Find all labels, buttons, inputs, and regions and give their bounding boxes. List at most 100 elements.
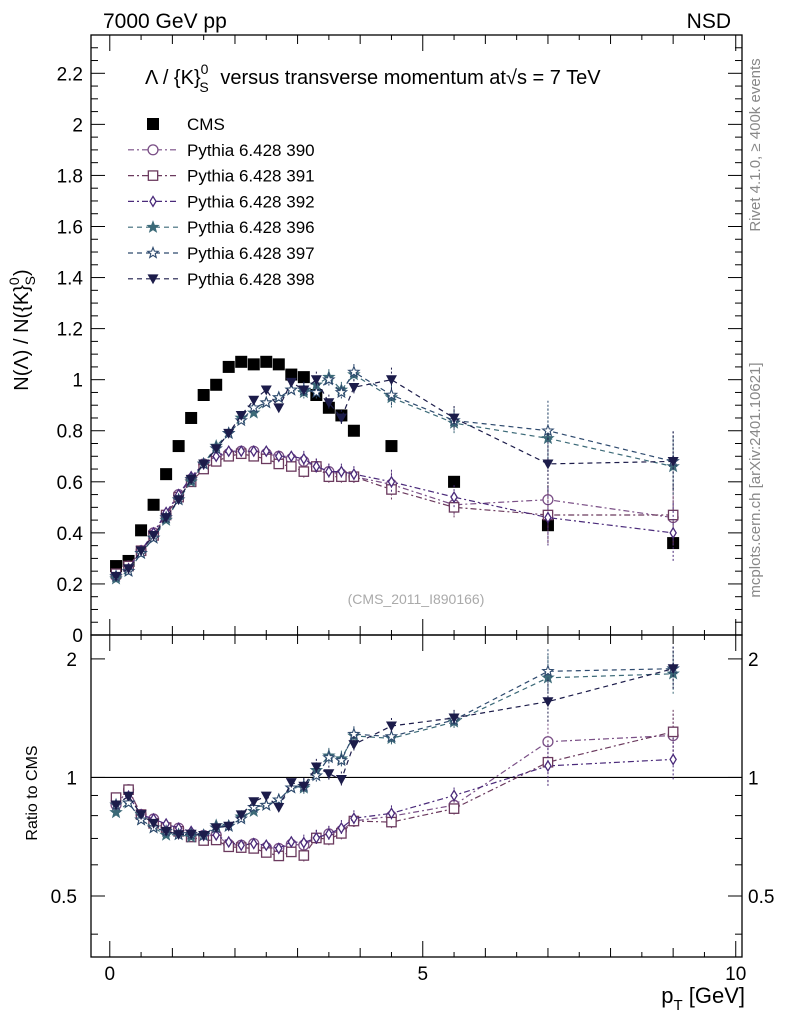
data-point xyxy=(259,395,273,409)
ratio-point xyxy=(385,721,397,732)
ratio-point xyxy=(260,791,272,802)
main-y-tick-label: 0.6 xyxy=(57,473,83,494)
ratio-point xyxy=(669,753,677,766)
data-point xyxy=(348,382,360,393)
ratio-y-tick-label: 0.5 xyxy=(51,887,77,908)
data-point xyxy=(347,424,360,437)
data-point xyxy=(160,468,173,481)
ratio-point xyxy=(285,846,297,858)
chart-title-sqrt: s xyxy=(517,67,527,89)
data-point xyxy=(135,546,147,557)
ratio-point xyxy=(262,839,271,852)
ratio-y-tick-label-right: 1 xyxy=(748,768,759,789)
data-point xyxy=(223,428,235,439)
data-point xyxy=(312,460,321,473)
ratio-y-axis-label: Ratio to CMS xyxy=(24,745,41,840)
ratio-point xyxy=(300,836,308,849)
legend-marker xyxy=(147,274,159,285)
main-y-tick-label: 2.2 xyxy=(57,64,83,85)
data-point xyxy=(448,502,460,513)
series-pythia-6-428-392 xyxy=(112,444,677,583)
legend-label: Pythia 6.428 397 xyxy=(187,244,315,263)
data-point xyxy=(262,444,271,458)
ratio-point xyxy=(667,726,679,738)
data-point xyxy=(247,400,261,414)
legend-entry: Pythia 6.428 391 xyxy=(128,167,315,186)
ratio-line xyxy=(115,731,674,857)
legend-entry: CMS xyxy=(147,115,225,134)
ratio-point xyxy=(123,791,135,802)
ratio-y-ticks: 0.5 0.5 1 1 2 2 xyxy=(51,650,774,935)
data-point xyxy=(237,444,246,458)
legend-entry: Pythia 6.428 397 xyxy=(128,244,315,263)
ratio-point xyxy=(334,753,349,767)
series-pythia-6-428-391 xyxy=(110,448,679,580)
ratio-point xyxy=(223,821,235,832)
ratio-line xyxy=(115,758,674,850)
data-point xyxy=(247,405,261,419)
data-point xyxy=(325,465,333,478)
data-point xyxy=(185,474,197,485)
data-point xyxy=(148,531,160,541)
ratio-point xyxy=(348,740,360,750)
main-y-tick-label: 2 xyxy=(72,115,83,136)
x-ticks: 0 5 10 xyxy=(104,35,746,985)
data-point xyxy=(385,375,397,386)
ratio-point xyxy=(312,831,321,845)
legend-marker xyxy=(149,195,157,208)
ratio-point xyxy=(275,842,283,855)
data-point xyxy=(385,440,398,453)
chart-title-text: versus transverse momentum at xyxy=(220,67,506,89)
header-left-label: 7000 GeV pp xyxy=(103,10,227,33)
data-point xyxy=(275,450,283,463)
legend-label: CMS xyxy=(187,115,225,134)
series-pythia-6-428-390 xyxy=(110,445,679,582)
ratio-point xyxy=(287,835,296,849)
ratio-point xyxy=(185,829,197,840)
legend-marker xyxy=(146,220,160,233)
x-tick-label: 5 xyxy=(417,964,428,985)
data-point xyxy=(222,360,235,373)
series-pythia-6-428-398 xyxy=(110,367,679,582)
ratio-point xyxy=(224,835,233,849)
ratio-point xyxy=(235,810,247,821)
data-point xyxy=(309,385,324,399)
data-point xyxy=(160,513,172,524)
legend-marker xyxy=(147,170,159,181)
legend-marker xyxy=(147,144,159,156)
ratio-series-pythia-6-428-392 xyxy=(112,737,677,855)
legend-label: Pythia 6.428 398 xyxy=(187,270,315,289)
ratio-point xyxy=(384,729,399,743)
legend-marker xyxy=(147,118,159,130)
legend-entry: Pythia 6.428 390 xyxy=(128,141,315,160)
ratio-point xyxy=(160,826,172,837)
data-point xyxy=(337,465,346,478)
legend: CMS Pythia 6.428 390 Pythia 6.428 391 Pythi… xyxy=(128,115,315,289)
main-y-ticks: 0 0.2 0.4 0.6 0.8 1 1.2 1.4 1.6 1.8 2 2.2 xyxy=(57,47,742,647)
ratio-point xyxy=(109,805,123,819)
main-y-tick-label: 1 xyxy=(72,371,83,392)
legend-entry: Pythia 6.428 392 xyxy=(128,192,315,211)
data-point xyxy=(212,450,220,463)
data-point xyxy=(448,413,460,424)
ratio-point xyxy=(273,802,285,813)
chart-title-sub: S xyxy=(199,79,208,95)
data-point xyxy=(450,490,458,504)
legend-label: Pythia 6.428 396 xyxy=(187,218,315,237)
ratio-point xyxy=(450,789,458,802)
ratio-point xyxy=(210,823,222,834)
ratio-line xyxy=(115,668,674,837)
ratio-point xyxy=(198,830,210,841)
data-point xyxy=(347,364,361,378)
data-point xyxy=(669,526,677,540)
data-point xyxy=(272,390,286,404)
header-right-label: NSD xyxy=(687,10,731,33)
ratio-point xyxy=(335,775,347,785)
data-point xyxy=(287,450,296,463)
legend-label: Pythia 6.428 390 xyxy=(187,141,315,160)
ratio-point xyxy=(249,837,258,850)
ratio-series-group xyxy=(109,646,680,864)
data-point xyxy=(249,444,258,458)
x-tick-label: 0 xyxy=(104,964,115,985)
